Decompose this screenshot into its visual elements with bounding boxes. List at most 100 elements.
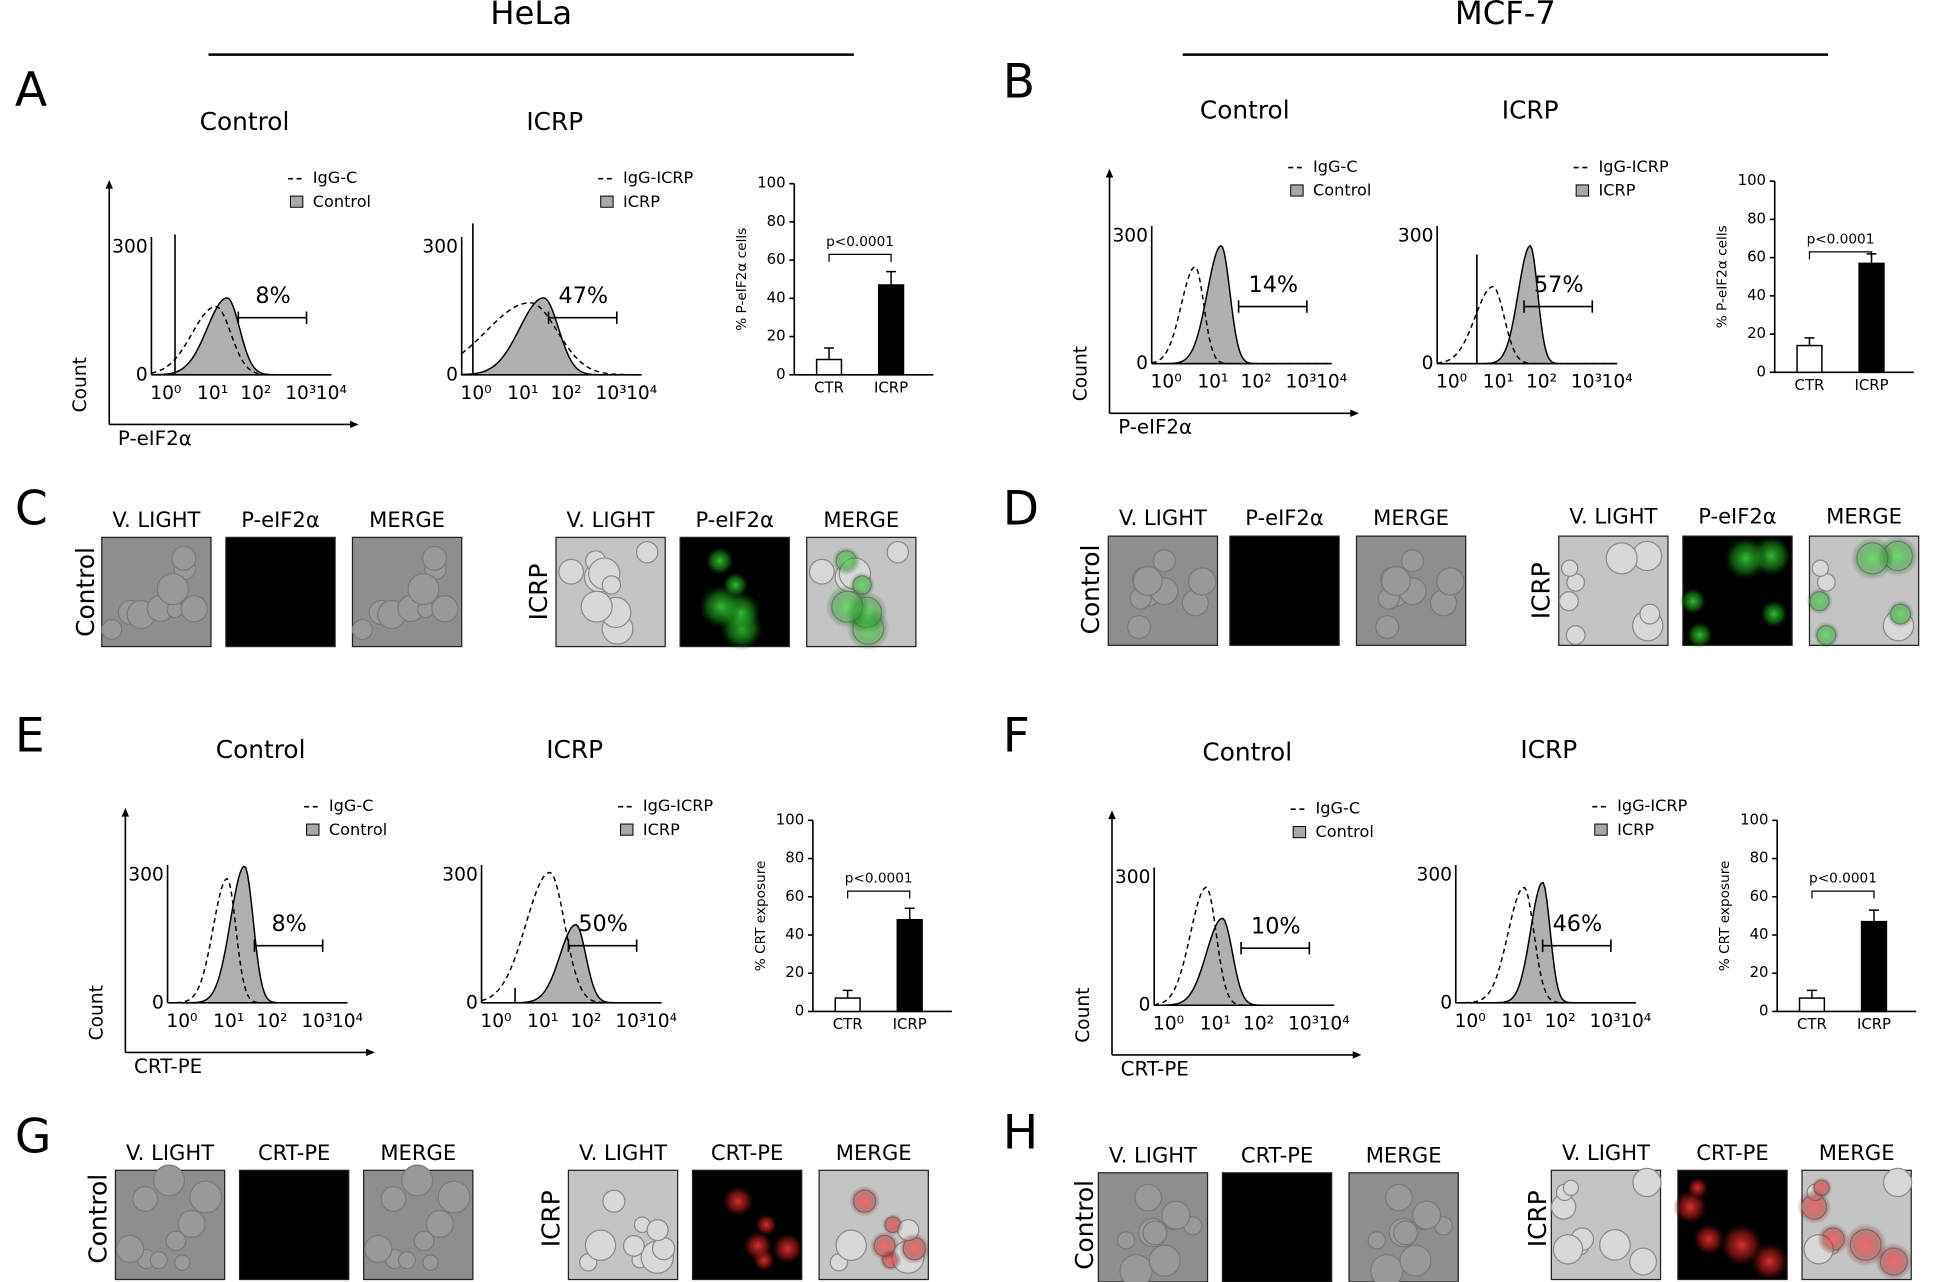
arrow-head bbox=[1352, 1051, 1362, 1059]
x-tick-label: 10⁰ bbox=[166, 1011, 197, 1032]
legend-swatch bbox=[620, 823, 634, 836]
plot-title: Control bbox=[200, 107, 290, 136]
histogram-isotype bbox=[1455, 886, 1635, 1004]
cell bbox=[1370, 1254, 1404, 1282]
cell bbox=[1132, 566, 1163, 597]
cell bbox=[380, 1185, 407, 1212]
cell bbox=[584, 1229, 617, 1261]
plot-title: ICRP bbox=[1502, 96, 1559, 125]
significance-bracket bbox=[1811, 890, 1875, 899]
legend-swatch bbox=[306, 823, 320, 836]
y-tick-label: 0 bbox=[1136, 353, 1148, 374]
y-tick-label: 0 bbox=[1139, 995, 1151, 1016]
y-tick-label: 20 bbox=[1747, 324, 1766, 342]
x-tick-label: 10³ bbox=[1590, 1011, 1621, 1032]
cell bbox=[401, 1164, 434, 1197]
column-label: V. LIGHT bbox=[1562, 1140, 1650, 1165]
fluorescence bbox=[705, 546, 734, 575]
cell bbox=[1552, 1234, 1584, 1265]
legend-label: IgG-C bbox=[313, 168, 358, 187]
cell bbox=[601, 575, 622, 595]
histogram-isotype bbox=[1151, 266, 1331, 365]
row-label: Control bbox=[1070, 1180, 1099, 1270]
error-bar bbox=[904, 907, 915, 920]
cell bbox=[1629, 1247, 1658, 1276]
cell bbox=[1560, 559, 1579, 577]
column-label: CRT-PE bbox=[258, 1140, 330, 1165]
error-bar bbox=[1869, 909, 1879, 922]
x-tick-label: 10⁴ bbox=[332, 1011, 363, 1032]
cell bbox=[1639, 603, 1661, 625]
y-tick-label: 0 bbox=[1422, 353, 1434, 374]
axis-title: Count bbox=[1073, 988, 1094, 1043]
cell bbox=[425, 1209, 454, 1239]
x-tick-label: 10² bbox=[1526, 372, 1557, 393]
cell bbox=[1380, 566, 1411, 597]
y-tick-label: 0 bbox=[1759, 1001, 1768, 1019]
cell bbox=[1811, 559, 1830, 577]
fluorescence bbox=[882, 1213, 904, 1236]
row-label: ICRP bbox=[536, 1190, 565, 1247]
cell bbox=[1385, 1183, 1413, 1212]
legend-swatch bbox=[1594, 823, 1608, 836]
cell bbox=[165, 1230, 187, 1252]
cell bbox=[422, 545, 448, 571]
fluorescence bbox=[699, 585, 743, 629]
histogram-isotype bbox=[461, 302, 641, 376]
y-tick-label: 40 bbox=[785, 925, 804, 943]
cell bbox=[177, 1209, 206, 1239]
x-tick-label: 10⁴ bbox=[1319, 1013, 1350, 1034]
legend-label: IgG-C bbox=[1313, 157, 1358, 176]
cell bbox=[1605, 542, 1638, 575]
cell bbox=[1375, 615, 1400, 640]
axis-title: CRT-PE bbox=[1121, 1057, 1189, 1080]
column-label: MERGE bbox=[1826, 504, 1902, 529]
x-tick-label: 10⁴ bbox=[626, 383, 657, 404]
panel-letter: E bbox=[15, 708, 45, 763]
x-tick-label: ICRP bbox=[893, 1015, 927, 1033]
gate-label: 14% bbox=[1249, 272, 1299, 298]
column-label: MERGE bbox=[1373, 505, 1449, 530]
legend-swatch bbox=[1290, 184, 1304, 197]
column-label: V. LIGHT bbox=[112, 507, 200, 532]
fluorescence bbox=[849, 1185, 880, 1217]
fluorescence bbox=[1673, 1189, 1708, 1224]
significance-bracket bbox=[847, 890, 911, 899]
legend-label: Control bbox=[329, 820, 387, 839]
arrow-head bbox=[1108, 810, 1116, 820]
gate-label: 50% bbox=[578, 911, 628, 937]
column-label: V. LIGHT bbox=[1119, 505, 1207, 530]
axis-title: Count bbox=[86, 985, 107, 1040]
y-tick-label: 0 bbox=[152, 992, 164, 1013]
fluorescence bbox=[755, 1213, 778, 1236]
x-tick-label: 10⁰ bbox=[150, 383, 181, 404]
cell bbox=[835, 1229, 867, 1261]
column-label: MERGE bbox=[380, 1140, 456, 1165]
micrograph bbox=[225, 536, 336, 648]
panel-letter: G bbox=[15, 1109, 52, 1164]
bar bbox=[877, 284, 905, 376]
arrow-head bbox=[121, 807, 130, 817]
legend-label: ICRP bbox=[643, 820, 680, 839]
x-tick-label: 10³ bbox=[285, 383, 316, 404]
cell bbox=[422, 1254, 439, 1271]
bar bbox=[834, 997, 861, 1013]
x-tick-label: 10⁰ bbox=[480, 1011, 511, 1032]
plot-title: Control bbox=[1202, 737, 1292, 766]
y-tick-label: 300 bbox=[1115, 867, 1151, 888]
y-tick-label: 100 bbox=[1738, 171, 1766, 189]
y-tick-label: 0 bbox=[776, 365, 785, 383]
error-bar bbox=[1806, 989, 1817, 999]
fluorescence bbox=[898, 1233, 930, 1265]
y-tick-label: 40 bbox=[1747, 286, 1766, 304]
legend-label: ICRP bbox=[1598, 181, 1635, 200]
x-tick-label: ICRP bbox=[874, 378, 908, 396]
x-tick-label: 10⁴ bbox=[1620, 1011, 1651, 1032]
annotation: p<0.0001 bbox=[1809, 871, 1877, 887]
arrow-head bbox=[349, 420, 359, 429]
row-label: Control bbox=[71, 547, 100, 637]
cell bbox=[635, 540, 659, 564]
cell bbox=[101, 618, 123, 641]
cell bbox=[413, 1230, 435, 1252]
y-tick-label: 300 bbox=[1398, 225, 1434, 246]
